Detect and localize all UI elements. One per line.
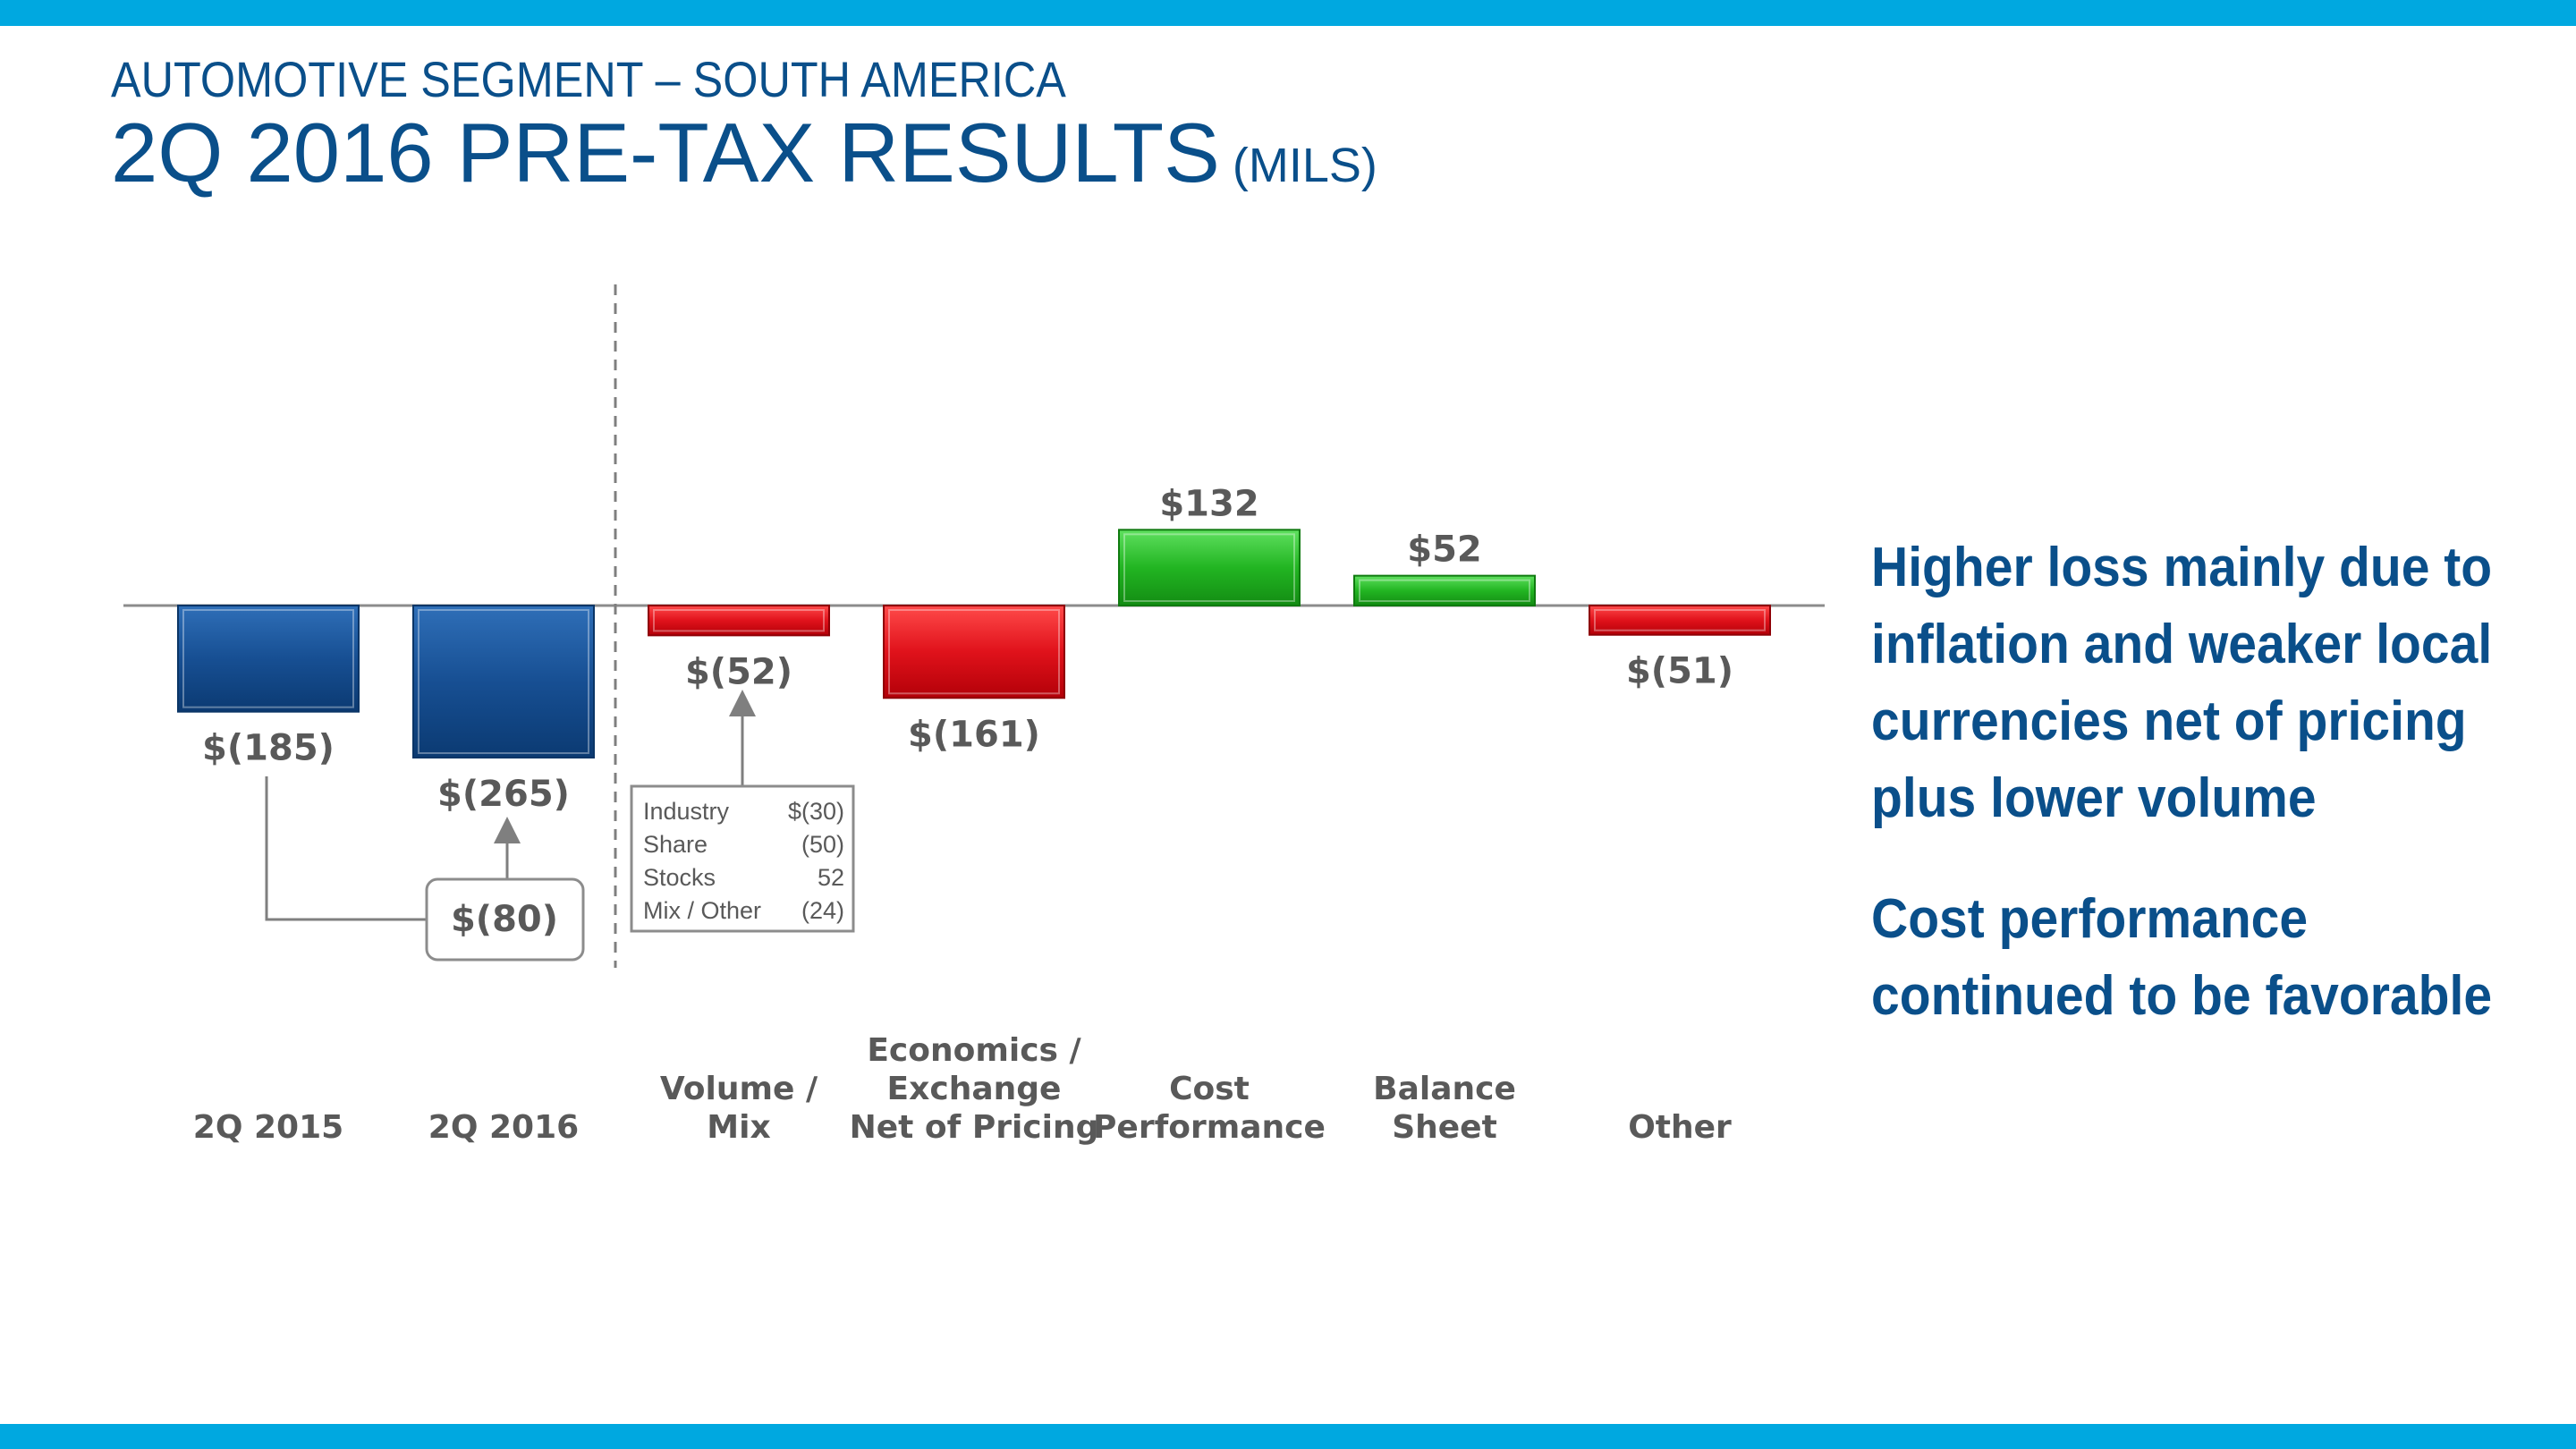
category-label-economics-exchange-net-of-pricing: Economics / <box>867 1032 1081 1069</box>
category-label-balance-sheet: Sheet <box>1392 1109 1497 1146</box>
breakdown-value: (24) <box>801 897 844 924</box>
bar-bevel-cost-performance <box>1123 533 1295 603</box>
breakdown-label: Industry <box>643 798 730 825</box>
category-label-balance-sheet: Balance <box>1373 1071 1516 1107</box>
breakdown-value: 52 <box>818 864 844 891</box>
bottom-accent-bar <box>0 1424 2576 1449</box>
value-label-2q-2015: $(185) <box>202 728 335 769</box>
value-label-balance-sheet: $52 <box>1407 530 1482 571</box>
bar-2q-2015 <box>177 605 360 713</box>
callout-box <box>425 877 585 962</box>
bar-bevel-balance-sheet <box>1359 579 1530 603</box>
change-callout: $(80) <box>265 776 585 962</box>
value-label-group: $(185) $(265) $(52) $(161) $132 $52 $(51) <box>202 483 1733 815</box>
volume-mix-breakdown: Industry $(30) Share (50) Stocks 52 Mix / Othe… <box>630 690 855 933</box>
bar-group <box>177 529 1771 758</box>
bar-bevel-economics-exchange-net-of-pricing <box>888 609 1060 695</box>
bar-cost-performance <box>1118 529 1301 607</box>
value-label-2q-2016: $(265) <box>437 774 570 815</box>
bar-volume-mix <box>648 605 830 637</box>
bar-bevel-volume-mix <box>653 609 825 632</box>
category-label-economics-exchange-net-of-pricing: Exchange <box>887 1071 1062 1107</box>
value-label-other: $(51) <box>1626 651 1733 692</box>
category-label-economics-exchange-net-of-pricing: Net of Pricing <box>850 1109 1099 1146</box>
bar-bevel-2q-2015 <box>182 609 354 708</box>
slide-title: 2Q 2016 PRE-TAX RESULTS (MILS) <box>111 111 1377 195</box>
commentary-point-2: Cost performance continued to be favorab… <box>1871 888 2493 1027</box>
breakdown-box <box>630 784 855 933</box>
bar-bevel-other <box>1594 609 1766 631</box>
breakdown-value: $(30) <box>788 798 844 825</box>
category-label-cost-performance: Cost <box>1169 1071 1250 1107</box>
bar-bevel-2q-2016 <box>418 609 589 754</box>
breakdown-label: Stocks <box>643 864 716 891</box>
category-label-other: Other <box>1628 1109 1732 1146</box>
commentary-point-1: Higher loss mainly due to inflation and … <box>1871 537 2493 829</box>
category-label-2q-2016: 2Q 2016 <box>428 1109 579 1146</box>
callout-value: $(80) <box>451 899 558 940</box>
value-label-volume-mix: $(52) <box>685 651 792 692</box>
value-label-cost-performance: $132 <box>1159 483 1258 524</box>
slide-title-text: 2Q 2016 PRE-TAX RESULTS <box>111 106 1220 199</box>
bar-economics-exchange-net-of-pricing <box>883 605 1065 699</box>
category-label-2q-2015: 2Q 2015 <box>193 1109 343 1146</box>
category-label-cost-performance: Performance <box>1093 1109 1326 1146</box>
bar-other <box>1589 605 1771 636</box>
breakdown-label: Mix / Other <box>643 897 761 924</box>
category-label-group: 2Q 2015 2Q 2016 Volume /Mix Economics /Exch… <box>193 1032 1732 1146</box>
slide-title-unit: (MILS) <box>1232 139 1377 192</box>
slide-subtitle: AUTOMOTIVE SEGMENT – SOUTH AMERICA <box>111 51 1066 107</box>
breakdown-label: Share <box>643 831 708 858</box>
bar-2q-2016 <box>412 605 595 758</box>
value-label-economics-exchange-net-of-pricing: $(161) <box>908 714 1040 755</box>
callout-connector <box>265 776 426 921</box>
breakdown-value: (50) <box>801 831 844 858</box>
category-label-volume-mix: Mix <box>707 1109 770 1146</box>
top-accent-bar <box>0 0 2576 26</box>
pretax-results-chart: $(185) $(265) $(52) $(161) $132 $52 $(51) 2Q 2… <box>123 284 1825 1146</box>
bar-balance-sheet <box>1353 574 1536 607</box>
category-label-volume-mix: Volume / <box>660 1071 818 1107</box>
